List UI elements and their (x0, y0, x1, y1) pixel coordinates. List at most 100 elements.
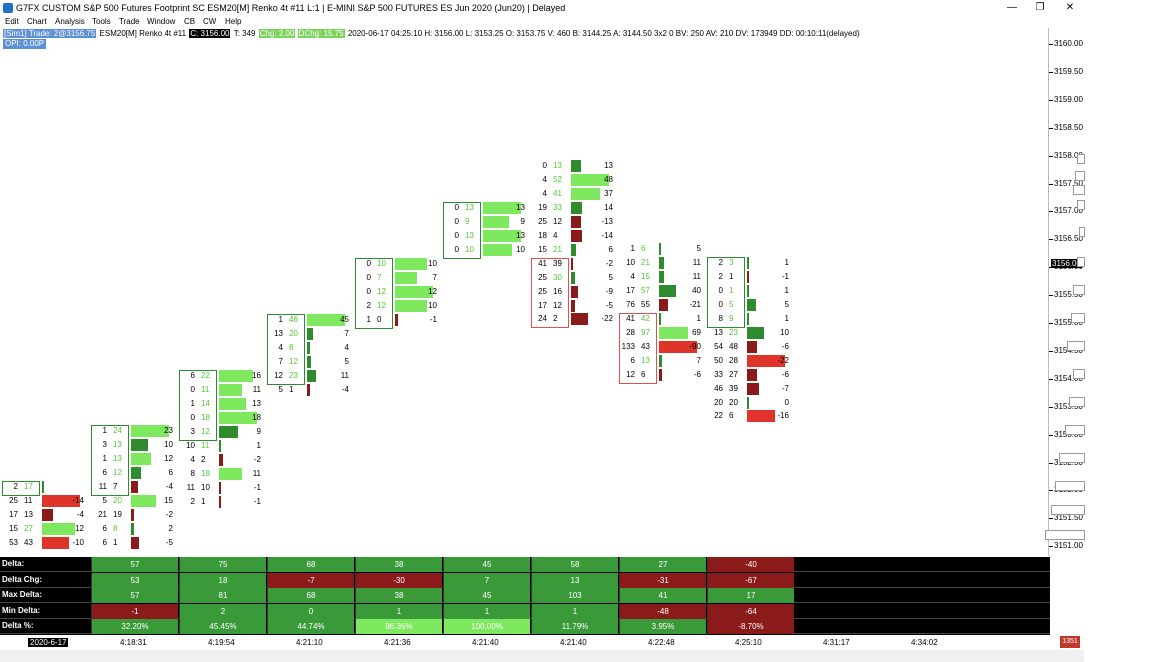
footprint-row: 54 48 -6 (707, 340, 793, 354)
ask-volume: 11 (201, 384, 210, 394)
ask-volume: 41 (553, 188, 562, 198)
footprint-row: 4 2 -2 (179, 453, 265, 467)
ask-volume: 16 (553, 286, 562, 296)
bid-volume: 133 (621, 341, 635, 351)
bid-volume: 21 (98, 509, 107, 519)
ask-volume: 13 (553, 161, 562, 170)
corner-badge: 1351 (1060, 636, 1080, 648)
footprint-row: 28 97 69 (619, 326, 705, 340)
menu-cw[interactable]: CW (203, 17, 217, 26)
bid-volume: 0 (542, 161, 547, 170)
time-axis[interactable]: 2020-6-17 4:18:31 4:19:54 4:21:10 4:21:36 4:… (0, 636, 1050, 648)
stats-cell: 103 (531, 588, 618, 603)
volume-profile-bar (1077, 257, 1085, 267)
footprint-row: 0 18 18 (179, 411, 265, 425)
time-tick-label: 4:21:40 (472, 638, 499, 647)
maximize-button[interactable]: ❐ (1035, 2, 1045, 13)
footprint-row: 3 13 10 (91, 438, 177, 452)
delta-bar (571, 229, 583, 242)
close-button[interactable]: ✕ (1065, 2, 1075, 13)
bid-volume: 0 (454, 203, 459, 212)
delta-bar (42, 481, 44, 493)
menu-analysis[interactable]: Analysis (55, 17, 85, 26)
menu-edit[interactable]: Edit (5, 17, 19, 26)
menu-help[interactable]: Help (225, 17, 242, 26)
footprint-chart-area[interactable]: 2 17 25 11 -14 17 13 -4 15 27 12 53 43 -10 1 24 23 3 13 10 1… (0, 30, 1048, 556)
price-axis[interactable]: 3160.00 3159.50 3159.00 3158.50 3158.00 3157.… (1045, 28, 1085, 556)
footprint-row: 33 27 -6 (707, 368, 793, 382)
horizontal-scrollbar[interactable] (0, 650, 1084, 662)
ask-volume: 21 (641, 257, 650, 267)
axis-tick (1049, 462, 1053, 464)
delta-value: -2 (253, 454, 261, 464)
delta-bar (747, 354, 785, 367)
bid-volume: 18 (538, 230, 547, 240)
footprint-row: 0 13 13 (443, 202, 529, 215)
footprint-row: 50 28 -22 (707, 354, 793, 368)
delta-bar (395, 258, 427, 270)
delta-value: -2 (605, 258, 613, 268)
delta-bar (483, 215, 510, 228)
delta-bar (747, 326, 765, 339)
delta-value: 12 (428, 286, 437, 296)
stats-row: Delta %: 32.20% 45.45% 44.74% 86.36% 100.00% 1… (0, 619, 1050, 634)
bid-volume: 4 (542, 174, 547, 184)
stats-cell: 1 (355, 603, 442, 619)
delta-bar (395, 271, 418, 284)
ask-volume: 8 (113, 523, 118, 533)
bid-volume: 10 (186, 440, 195, 450)
menu-cb[interactable]: CB (184, 17, 196, 26)
volume-profile-bar (1059, 453, 1085, 463)
ask-volume: 43 (24, 537, 33, 547)
axis-price-label: 3156.50 (1054, 234, 1083, 244)
bid-volume: 1 (102, 453, 107, 463)
volume-profile-bar (1077, 200, 1085, 210)
stats-cell: 27 (619, 557, 706, 572)
ask-volume: 19 (201, 468, 210, 478)
stats-row-label: Delta %: (2, 621, 34, 630)
ask-volume: 0 (377, 314, 382, 324)
footprint-row: 17 13 -4 (2, 508, 88, 522)
delta-value: -5 (605, 300, 613, 310)
delta-bar (747, 368, 758, 381)
bid-volume: 53 (9, 537, 18, 547)
bid-volume: 11 (98, 481, 107, 491)
stats-cell: 3.95% (619, 619, 706, 634)
menu-window[interactable]: Window (147, 17, 176, 26)
volume-profile-bar (1045, 530, 1085, 540)
delta-stats-table: Delta: 57 75 68 38 45 58 27 -40 Delta Chg: 53 18 -7-… (0, 557, 1050, 635)
ask-volume: 33 (553, 202, 562, 212)
ask-volume: 2 (201, 454, 206, 464)
window-title: G7FX CUSTOM S&P 500 Futures Footprint SC… (16, 3, 566, 13)
close-price-label: C: 3156.00 (189, 29, 231, 38)
volume-profile-bar (1079, 227, 1085, 237)
delta-bar (571, 187, 601, 200)
title-bar: G7FX CUSTOM S&P 500 Futures Footprint SC… (0, 0, 1084, 16)
ask-volume: 12 (113, 467, 122, 477)
minimize-button[interactable]: — (1007, 2, 1017, 13)
delta-bar (747, 382, 760, 395)
menu-trade[interactable]: Trade (119, 17, 140, 26)
stats-cell: 32.20% (91, 619, 178, 634)
bid-volume: 33 (714, 369, 723, 379)
ask-volume: 1 (729, 285, 734, 295)
bid-volume: 2 (190, 496, 195, 506)
stats-row-label: Delta Chg: (2, 574, 42, 584)
ask-volume: 1 (113, 537, 118, 547)
ask-volume: 42 (641, 313, 650, 323)
bid-volume: 25 (9, 495, 18, 505)
delta-bar (131, 480, 138, 493)
bid-volume: 0 (190, 384, 195, 394)
menu-bar: Edit Chart Analysis Tools Trade Window C… (0, 16, 1084, 28)
stats-cell: 86.36% (355, 619, 442, 634)
footprint-row: 0 10 10 (355, 258, 441, 271)
menu-tools[interactable]: Tools (92, 17, 111, 26)
bid-volume: 10 (626, 257, 635, 267)
footprint-row: 11 7 -4 (91, 480, 177, 494)
menu-chart[interactable]: Chart (27, 17, 47, 26)
axis-price-label: 3159.50 (1054, 66, 1083, 76)
app-icon (3, 3, 13, 13)
